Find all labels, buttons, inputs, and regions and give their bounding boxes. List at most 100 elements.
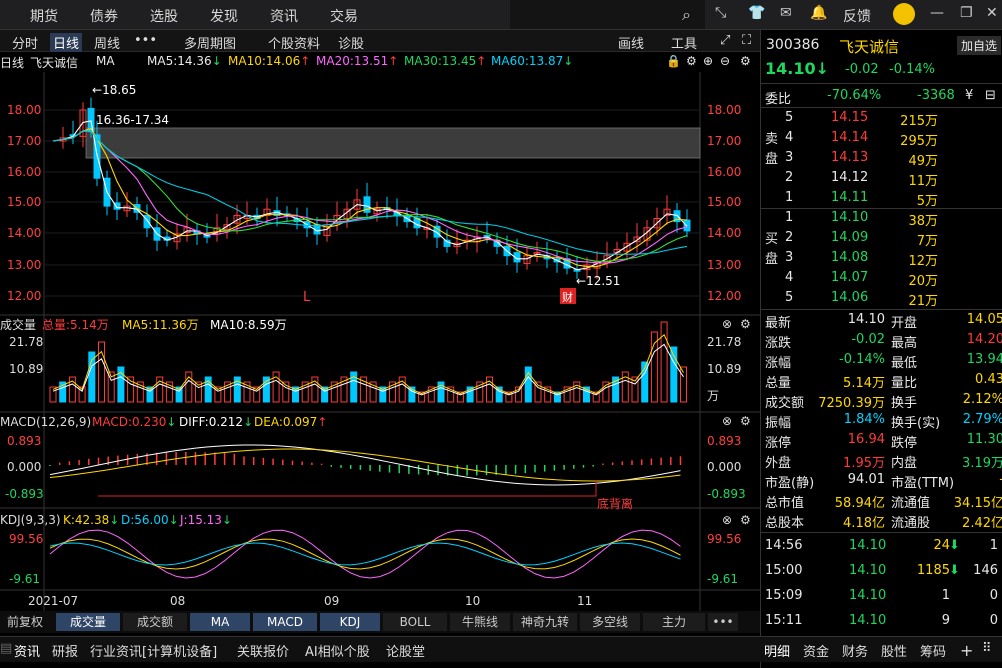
info-tabs: ▤ 资讯 研报 行业资讯[计算机设备] 关联报价 AI相似个股 论股堂 — [0, 636, 760, 662]
close-panel-icon[interactable]: ⊗ — [722, 414, 732, 428]
close-panel-icon[interactable]: ⊗ — [722, 513, 732, 527]
avatar[interactable] — [893, 3, 915, 25]
tab-chips[interactable]: 筹码 — [920, 645, 947, 660]
ma20-label: MA20:13.51↑ — [316, 54, 399, 68]
volume-bar — [544, 386, 552, 403]
price-tick: 15.00 — [7, 195, 41, 209]
stat-value: 0.43 — [975, 372, 1002, 387]
fullscreen-icon[interactable]: ⛶ — [742, 33, 752, 48]
tab-bull-bear[interactable]: 牛熊线 — [450, 613, 510, 631]
tab-details[interactable]: 明细 — [764, 645, 791, 660]
expand-icon[interactable]: ⤢ — [720, 33, 731, 48]
tab-long-short[interactable]: 多空线 — [580, 613, 640, 631]
gear-icon[interactable]: ⚙ — [740, 317, 751, 331]
shrink-icon[interactable]: ⤡ — [715, 5, 727, 21]
search-icon[interactable]: ⌕ — [682, 5, 691, 24]
ask-volume: 215万 — [900, 114, 938, 129]
collapse-icon[interactable]: ⊟ — [985, 88, 996, 103]
tab-boll[interactable]: BOLL — [383, 613, 447, 631]
stat-value: 3.19万 — [962, 456, 1002, 471]
diagnose-button[interactable]: 诊股 — [338, 37, 365, 52]
tab-amount[interactable]: 成交额 — [123, 613, 187, 631]
gear-icon[interactable]: ⚙ — [740, 54, 751, 68]
kdj-k-line — [49, 538, 681, 570]
stock-profile-button[interactable]: 个股资料 — [268, 37, 321, 52]
volume-bar — [670, 346, 678, 403]
stat-label: 市盈(静) — [765, 476, 815, 491]
nav-stock-picker[interactable]: 选股 — [150, 9, 178, 25]
mail-icon[interactable]: ✉ — [780, 5, 792, 21]
add-tab-icon[interactable]: + — [960, 641, 974, 660]
more-indicators-button[interactable]: ••• — [708, 613, 738, 631]
ask-price: 14.12 — [831, 170, 869, 185]
grid-icon[interactable]: ⠿ — [982, 641, 992, 656]
nav-news[interactable]: 资讯 — [270, 9, 298, 25]
tab-funds[interactable]: 资金 — [803, 645, 830, 660]
tab-macd[interactable]: MACD — [253, 613, 317, 631]
close-panel-icon[interactable]: ⊗ — [722, 317, 732, 331]
list-icon[interactable]: ▤ — [0, 641, 13, 656]
tab-related-quotes[interactable]: 关联报价 — [237, 645, 290, 660]
kdj-tick: 99.56 — [707, 532, 741, 546]
tab-volume[interactable]: 成交量 — [56, 613, 120, 631]
tab-research[interactable]: 研报 — [52, 645, 79, 660]
zoom-out-icon[interactable]: ⊖ — [720, 54, 731, 68]
gear-icon[interactable]: ⚙ — [740, 414, 751, 428]
financial-report-marker[interactable] — [560, 288, 576, 304]
tab-weekly[interactable]: 周线 — [94, 37, 121, 52]
stat-label: 量比 — [891, 376, 918, 391]
tab-intraday[interactable]: 分时 — [12, 37, 39, 52]
tab-kdj[interactable]: KDJ — [320, 613, 380, 631]
stock-name-label: 飞天诚信 — [30, 56, 79, 70]
stat-value: 58.94亿 — [834, 496, 885, 511]
nav-futures[interactable]: 期货 — [30, 9, 58, 25]
tab-main-force[interactable]: 主力 — [643, 613, 705, 631]
volume-bar — [136, 381, 144, 403]
tab-news[interactable]: 资讯 — [14, 645, 41, 660]
nav-discover[interactable]: 发现 — [210, 9, 238, 25]
adjust-select[interactable]: 前复权 — [6, 615, 43, 629]
tab-ma[interactable]: MA — [190, 613, 250, 631]
shirt-icon[interactable]: 👕 — [748, 5, 766, 21]
nav-trade[interactable]: 交易 — [330, 9, 358, 25]
restore-icon[interactable]: ❐ — [960, 5, 973, 21]
multi-period-button[interactable]: 多周期图 — [184, 37, 237, 52]
tab-industry-news[interactable]: 行业资讯[计算机设备] — [90, 645, 218, 660]
tab-forum[interactable]: 论股堂 — [386, 645, 426, 660]
volume-bar — [59, 381, 67, 403]
volume-bar — [553, 391, 561, 403]
tab-daily[interactable]: 日线 — [50, 33, 83, 52]
feedback-link[interactable]: 反馈 — [843, 9, 871, 25]
gear-icon[interactable]: ⚙ — [740, 513, 751, 527]
more-periods-button[interactable]: ••• — [134, 33, 158, 48]
kline-chart[interactable]: 18.00 17.00 16.00 15.00 14.00 13.00 12.0… — [0, 72, 760, 611]
volume-tick: 21.78 — [707, 335, 741, 349]
tab-character[interactable]: 股性 — [881, 645, 908, 660]
ma-line — [52, 130, 688, 255]
tab-finance[interactable]: 财务 — [842, 645, 869, 660]
tab-magic-nine[interactable]: 神奇九转 — [513, 613, 577, 631]
candle — [263, 208, 271, 216]
tick-price: 14.10 — [849, 538, 887, 553]
search-box[interactable] — [510, 0, 705, 29]
close-icon[interactable]: ✕ — [986, 5, 998, 21]
ma-type-select[interactable]: MA — [96, 54, 115, 68]
tab-ai-similar[interactable]: AI相似个股 — [305, 645, 370, 660]
bell-icon[interactable]: 🔔 — [810, 5, 828, 21]
zoom-in-icon[interactable]: ⊕ — [703, 54, 714, 68]
settings-icon[interactable]: ⚙ — [686, 54, 697, 68]
volume-bar — [350, 371, 358, 403]
lock-icon[interactable]: 🔒 — [666, 54, 681, 68]
add-watchlist-button[interactable]: 加自选 — [957, 36, 1002, 55]
tools-button[interactable]: 工具 — [671, 37, 698, 52]
candle — [433, 225, 441, 238]
stat-label: 内盘 — [891, 456, 918, 471]
draw-line-button[interactable]: 画线 — [618, 37, 645, 52]
nav-bonds[interactable]: 债券 — [90, 9, 118, 25]
dea-line — [49, 448, 681, 482]
yuan-icon[interactable]: ¥ — [965, 88, 974, 103]
ask-price: 14.13 — [831, 150, 869, 165]
volume-bar — [88, 351, 96, 403]
minimize-icon[interactable]: — — [930, 5, 944, 21]
stat-label: 市盈(TTM) — [891, 476, 955, 491]
